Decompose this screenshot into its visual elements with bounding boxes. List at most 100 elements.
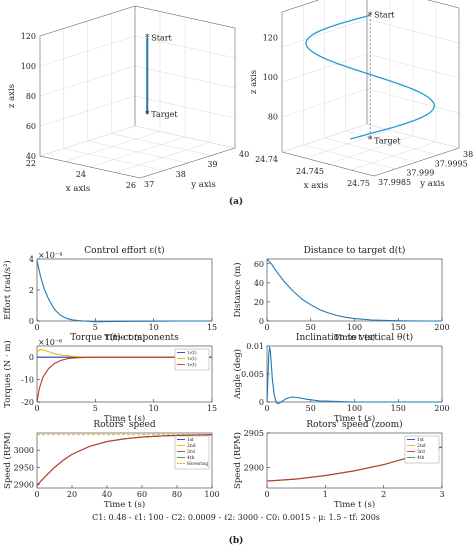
x-tick-label: 100 [347,404,362,413]
box-edge [39,5,136,37]
caption-a: (a) [229,196,243,207]
x-axis-label: Time t (s) [334,332,375,343]
x-tick-label: 0 [264,323,269,332]
y-axis-label: y axis [190,180,215,190]
trajectory-helix [305,14,435,140]
y-axis-label: y axis [419,179,444,189]
z-tick-label: 60 [26,122,36,131]
legend-entry: τ₂(t) [187,355,197,362]
y-tick-label: 37.9985 [378,178,411,187]
chart-traj3d_right: 80 100 120 24.74 24.745 24.75 37.998537.99937.… [249,0,473,191]
y-tick-label: 2900 [14,481,34,490]
plot-frame [36,258,213,322]
x-tick-label: 150 [391,323,406,332]
x-tick-label: 100 [347,323,362,332]
start-marker: * [368,11,373,21]
chart-inclination: 0 50 100 150 200 0 0.005 0.01 Inclination to ver… [232,332,450,424]
x-axis-label: Time t (s) [104,332,145,343]
x-tick-label: 3 [439,490,444,499]
y-tick-label: 2900 [244,463,264,472]
legend-entry: 1st [187,437,194,443]
x-tick-label: 50 [306,404,316,413]
x-tick-label: 150 [391,404,406,413]
y-tick-label: 39 [207,160,217,169]
start-marker: * [145,34,150,44]
series-line [266,258,442,322]
grid-line [111,133,212,156]
legend-entry: Hovering [187,461,208,467]
y-tick-label: 40 [254,279,264,288]
grid-line [366,123,460,149]
y-tick-label: 37.999 [406,169,434,178]
grid-line [64,131,161,162]
y-axis-label: Torques (N · m) [2,340,13,407]
grid-line [134,35,236,59]
z-axis-label: z axis [7,84,17,108]
chart-title: Distance to target d(t) [304,245,406,256]
target-marker: * [145,110,150,120]
x-tick-label: 24.74 [255,155,278,164]
legend-box [404,435,440,464]
y-tick-label: 0.01 [246,342,264,351]
legend-entry: τ₁(t) [187,349,197,356]
z-tick-label: 80 [26,92,36,101]
start-label: Start [374,10,395,19]
x-tick-label: 2 [381,490,386,499]
chart-title: Control effort ε(t) [84,245,164,256]
box-edge [139,147,236,179]
legend-entry: 3rd [417,449,425,455]
y-axis-label: Speed (RPM) [2,432,13,489]
y-tick-label: 0 [259,317,264,326]
chart-title: Torque τ(t) components [70,332,179,343]
y-axis-label: Speed (RPM) [232,432,243,489]
series-line [36,260,212,323]
x-tick-label: 100 [204,490,219,499]
z-tick-label: 100 [21,62,36,71]
chart-control_effort: 0 5 10 15 0 2 4 Control effort ε(t) Time t (s) Ef… [2,245,217,343]
grid-line [366,18,460,44]
x-tick-label: 5 [93,404,98,413]
legend-entry: 1st [417,437,424,443]
chart-title: Rotors' speed [93,420,156,430]
y-tick-label: 0 [259,398,264,407]
chart-distance: 0 50 100 150 200 0 20 40 60 Distance to target d(… [232,245,450,343]
target-marker: * [368,136,373,146]
plot-frame [36,345,213,403]
plot-frame [36,432,213,489]
grid-line [281,18,368,48]
x-axis-label: Time t (s) [334,413,375,424]
parameters-line: C1: 0.48 - ℓ1: 100 - C2: 0.0009 - ℓ2: 30… [92,513,380,522]
plot-frame [266,345,443,403]
box-edge [134,5,236,29]
grid-line [324,137,417,163]
grid-line [39,35,136,67]
x-tick-label: 0 [264,490,269,499]
y-axis-label: Distance (m) [232,262,243,317]
x-tick-label: 0 [264,404,269,413]
box-edge [281,151,375,177]
x-tick-label: 15 [207,323,217,332]
y-tick-label: 0 [29,353,34,362]
target-label: Target [374,137,401,146]
grid-line [39,125,136,157]
z-axis-label: z axis [249,70,259,94]
chart-title: Inclination to vertical θ(t) [296,332,413,343]
caption-b: (b) [229,535,244,546]
3d-trajectory-panels: 40 60 80 100 120 22 24 26 37 38 39 40 z axis x axis y … [7,0,473,194]
y-tick-label: 38 [463,150,473,159]
x-tick-label: 24.75 [347,179,370,188]
chart-rotors_speed: 0 20 40 60 80 100 2900 2950 3000 Rotors' speed Tim… [2,420,220,510]
y-tick-label: 2905 [244,429,264,438]
x-axis-label: Time t (s) [334,499,375,510]
legend-entry: 3rd [187,449,195,455]
x-tick-label: 60 [137,490,147,499]
plot-frame [266,432,443,489]
y-axis-label: Effort (rad/s²) [2,260,13,319]
y-tick-label: 2 [29,286,34,295]
x-tick-label: 40 [102,490,112,499]
box-edge [281,0,320,13]
